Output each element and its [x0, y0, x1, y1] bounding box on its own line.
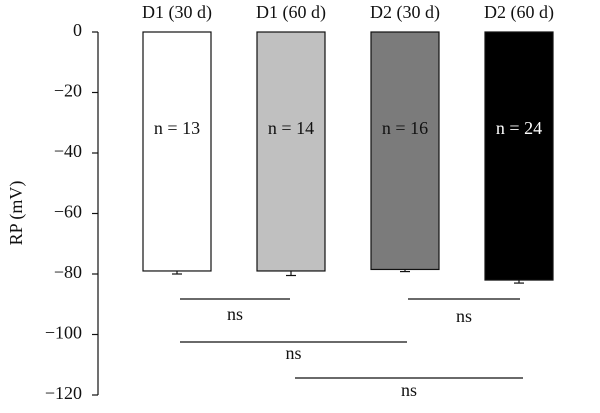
x-tick-label: D2 (30 d) [370, 2, 440, 23]
bar-label: n = 24 [496, 118, 542, 138]
y-tick-label: 0 [73, 20, 82, 40]
x-tick-label: D1 (30 d) [142, 2, 212, 23]
y-tick-label: −100 [45, 323, 82, 343]
significance-label: ns [456, 306, 472, 326]
y-tick-label: −120 [45, 383, 82, 403]
y-tick-label: −60 [54, 202, 82, 222]
bar [370, 31, 440, 271]
bar [484, 31, 554, 281]
bar [142, 31, 212, 272]
y-tick-label: −40 [54, 141, 82, 161]
bar [256, 31, 326, 272]
significance-label: ns [227, 304, 243, 324]
x-tick-label: D1 (60 d) [256, 2, 326, 23]
y-tick-label: −20 [54, 81, 82, 101]
x-tick-label: D2 (60 d) [484, 2, 554, 23]
y-tick-label: −80 [54, 262, 82, 282]
significance-label: ns [285, 343, 301, 363]
significance-label: ns [401, 380, 417, 400]
bar-label: n = 14 [268, 118, 314, 138]
bar-label: n = 13 [154, 118, 200, 138]
y-axis-label: RP (mV) [6, 181, 27, 246]
bar-label: n = 16 [382, 118, 428, 138]
